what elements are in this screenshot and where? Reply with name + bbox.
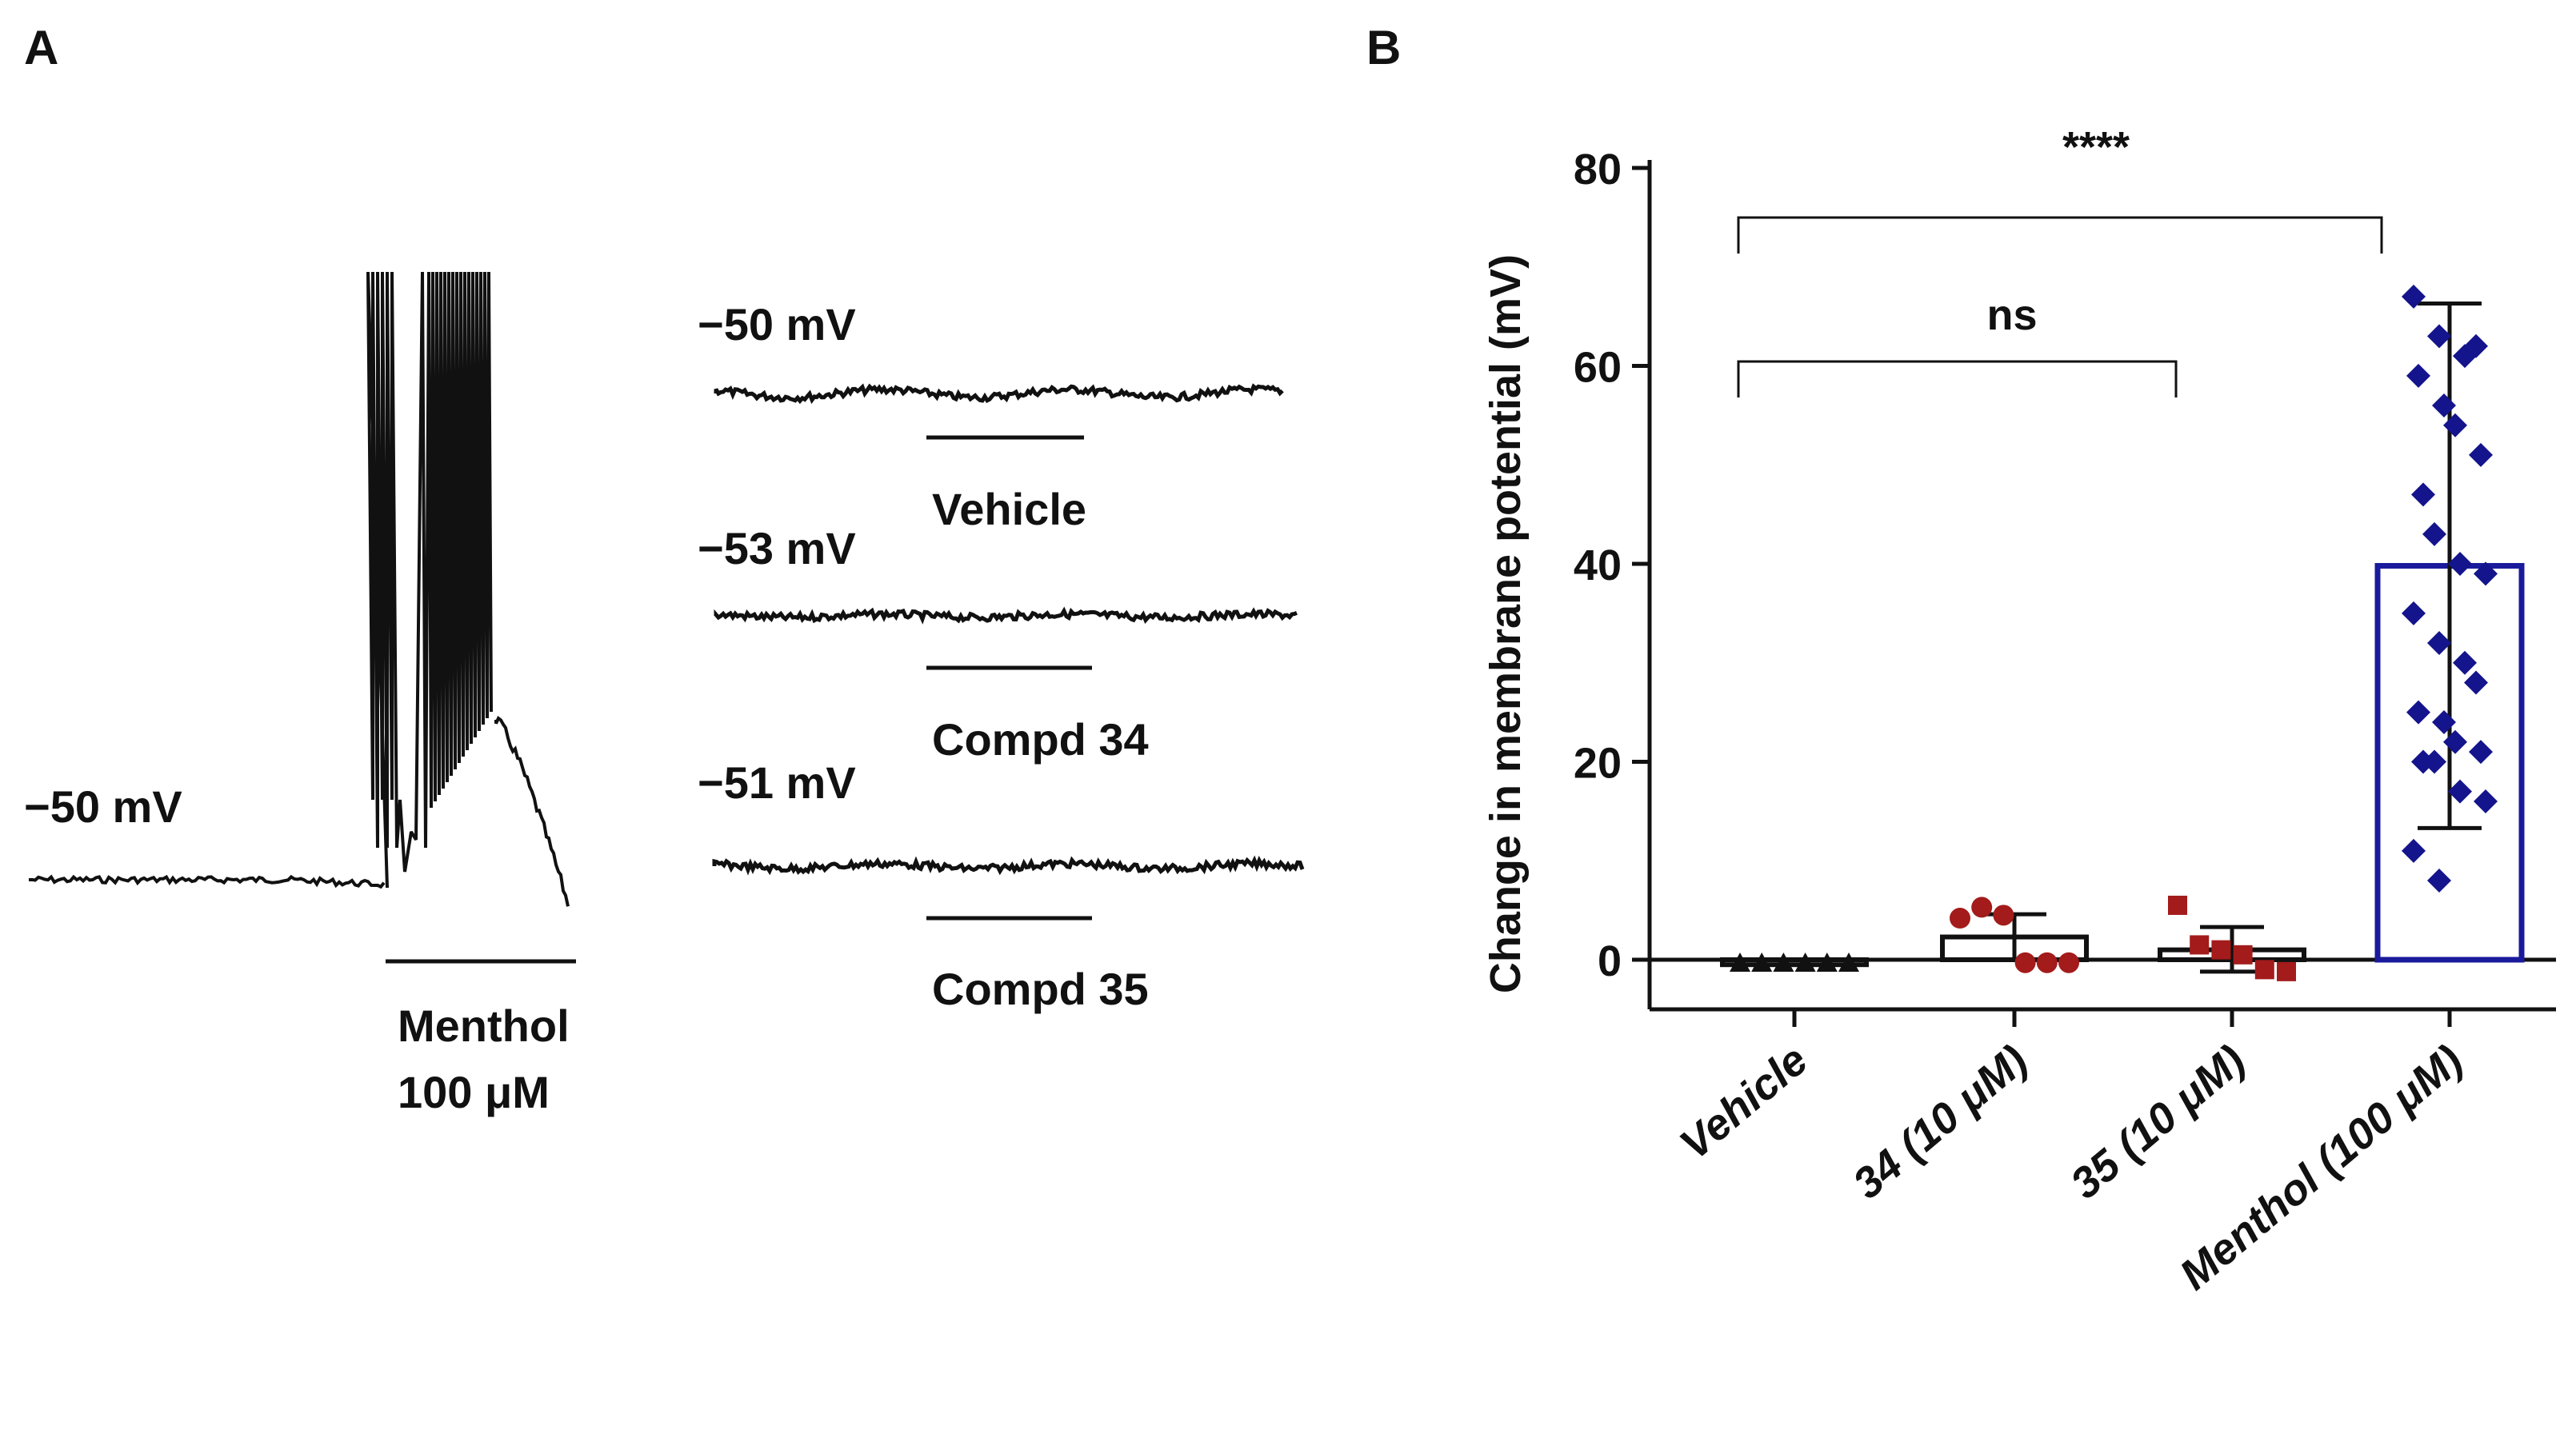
y-tick-label: 40 (1574, 541, 1622, 589)
compd35-baseline-label: −51 mV (698, 757, 856, 808)
data-point (2464, 670, 2488, 695)
y-tick-label: 60 (1574, 344, 1622, 392)
data-point (2036, 952, 2058, 973)
data-point (2190, 935, 2210, 955)
data-point (2402, 601, 2426, 625)
data-point (1730, 952, 1750, 972)
panel-b-label: B (1366, 21, 1401, 74)
menthol-baseline-segment (28, 874, 386, 889)
menthol-stim-label: Menthol (398, 1001, 570, 1051)
significance-label: **** (2062, 123, 2130, 171)
data-point (1993, 905, 2014, 926)
data-point (2058, 952, 2079, 973)
data-point (2427, 324, 2451, 349)
bar-chart: 0 20 40 60 80 Change in membrane potential (m… (1482, 123, 2556, 1299)
y-tick-label: 80 (1574, 146, 1622, 194)
trace-1-line (714, 606, 1298, 625)
menthol-trace (28, 271, 570, 907)
x-tick-label: Vehicle (1671, 1036, 1817, 1168)
data-point (2432, 710, 2456, 734)
significance-label: ns (1986, 291, 2037, 339)
trace-0-line (714, 383, 1284, 405)
significance-bracket (1737, 216, 2383, 254)
data-point (2448, 552, 2472, 576)
data-point (1838, 952, 1859, 972)
data-point (2402, 284, 2426, 309)
data-point (2411, 482, 2435, 507)
data-point (1751, 952, 1773, 972)
data-point (1971, 897, 1993, 918)
data-point (2443, 413, 2467, 437)
vehicle-stim-label: Vehicle (932, 484, 1086, 534)
compd34-trace (714, 606, 1298, 625)
data-point (2422, 521, 2446, 546)
trace-2-line (712, 855, 1305, 876)
vehicle-baseline-label: −50 mV (698, 299, 856, 350)
data-point (2474, 789, 2498, 813)
y-tick-label: 0 (1598, 937, 1622, 985)
compd35-trace (712, 855, 1305, 876)
menthol-decay-segment (494, 716, 570, 907)
compd34-baseline-label: −53 mV (698, 523, 856, 573)
data-point (2427, 869, 2451, 893)
data-point (2254, 960, 2274, 980)
data-point (2422, 749, 2446, 774)
compd35-stim-label: Compd 35 (932, 964, 1149, 1014)
vehicle-trace (714, 383, 1284, 405)
data-point (2469, 442, 2493, 467)
data-point (1816, 952, 1838, 972)
data-point (2448, 779, 2472, 804)
data-point (2211, 940, 2231, 960)
data-point (2453, 650, 2477, 675)
data-point (2014, 952, 2036, 973)
data-point (2427, 631, 2451, 655)
compd34-stim-label: Compd 34 (932, 714, 1149, 765)
data-point (2443, 729, 2467, 754)
data-point (2406, 700, 2430, 725)
x-tick-label: 35 (10 μM) (2062, 1036, 2254, 1208)
data-point (2464, 334, 2488, 358)
data-point (1773, 952, 1794, 972)
significance-bracket (1737, 360, 2178, 397)
menthol-stim-dose: 100 μM (398, 1067, 550, 1117)
data-point (1794, 952, 1816, 972)
bar (1720, 957, 1869, 968)
y-tick-label: 20 (1574, 740, 1622, 788)
data-point (2432, 393, 2456, 417)
data-point (2406, 363, 2430, 388)
data-point (2402, 838, 2426, 863)
panel-a-label: A (24, 21, 58, 74)
menthol-baseline-label: −50 mV (24, 781, 182, 832)
y-axis-label: Change in membrane potential (mV) (1482, 254, 1530, 993)
compound-traces: −50 mV Vehicle −53 mV Compd 34 −51 mV Co… (698, 299, 1305, 1014)
data-point (1950, 908, 1970, 929)
data-point (2277, 961, 2296, 981)
data-point (2469, 740, 2493, 765)
data-point (2168, 895, 2187, 915)
menthol-spike-cluster (366, 271, 493, 889)
data-point (2474, 561, 2498, 586)
data-point (2233, 945, 2253, 965)
x-tick-label: 34 (10 μM) (1844, 1036, 2037, 1208)
